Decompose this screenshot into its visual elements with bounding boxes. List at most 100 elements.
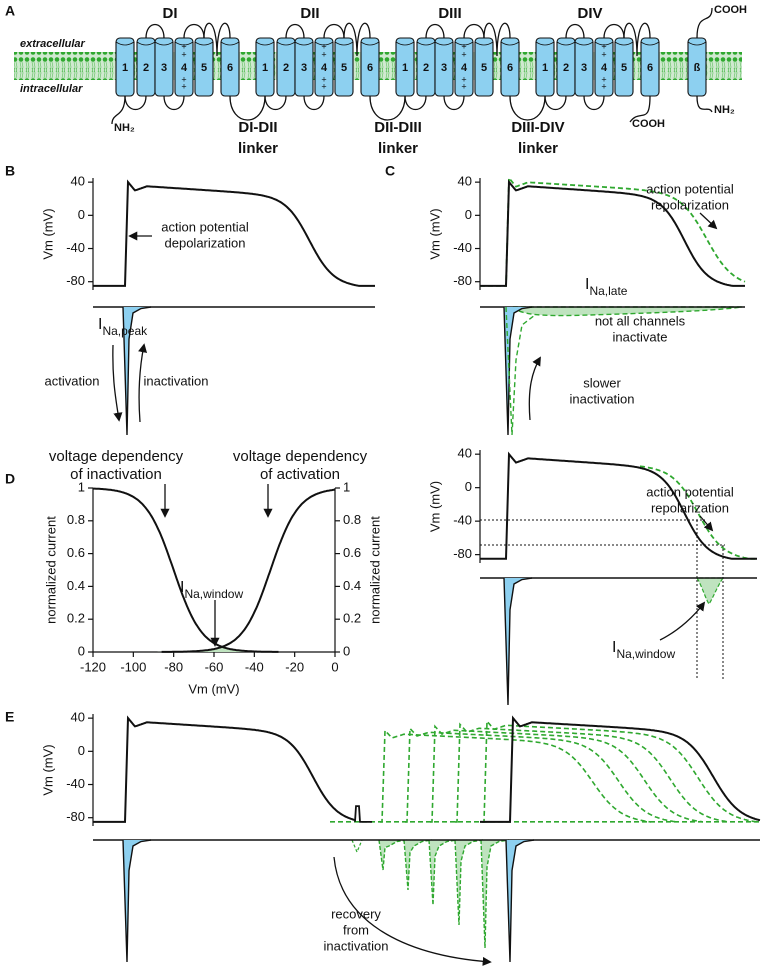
linker-label: linker bbox=[378, 140, 418, 157]
beta-c-terminus: COOH bbox=[714, 4, 747, 16]
c-terminus-chain bbox=[629, 95, 651, 123]
y-tick-label: 1 bbox=[78, 479, 85, 494]
annotation: not all channels bbox=[595, 313, 686, 328]
segment-label: 6 bbox=[647, 62, 653, 74]
loop bbox=[323, 23, 345, 39]
linker bbox=[369, 95, 406, 121]
action-potential bbox=[93, 715, 356, 823]
y-tick-label: 0 bbox=[465, 207, 472, 222]
annotation: repolarization bbox=[651, 197, 729, 212]
helix-top bbox=[594, 41, 614, 46]
y-axis-label: normalized current bbox=[43, 516, 58, 624]
beta-c-chain bbox=[696, 7, 713, 39]
x-tick-label: 0 bbox=[331, 659, 338, 674]
annotation: of inactivation bbox=[70, 466, 162, 483]
window-label-main: I bbox=[612, 639, 616, 656]
helix-top bbox=[640, 41, 660, 46]
y-tick-label: 0.8 bbox=[67, 512, 85, 527]
helix-top bbox=[395, 41, 415, 46]
loop bbox=[264, 95, 287, 111]
y-tick-label: 0 bbox=[78, 207, 85, 222]
y-tick-label: -80 bbox=[453, 273, 472, 288]
helix-top bbox=[174, 41, 194, 46]
helix-top bbox=[614, 41, 634, 46]
peak-current bbox=[122, 306, 152, 436]
window-current bbox=[695, 577, 725, 606]
helix-top bbox=[535, 41, 555, 46]
segment-label: 6 bbox=[367, 62, 373, 74]
segment-label: 3 bbox=[581, 62, 587, 74]
linker-label: DI-DII bbox=[238, 119, 277, 136]
panel-label: B bbox=[5, 163, 15, 179]
linker-label: linker bbox=[518, 140, 558, 157]
y2-tick-label: 1 bbox=[343, 479, 350, 494]
segment-label: 3 bbox=[441, 62, 447, 74]
charge: + bbox=[321, 81, 326, 91]
loop bbox=[145, 23, 165, 39]
domain-label: DIV bbox=[577, 5, 602, 22]
y-axis-label: Vm (mV) bbox=[40, 744, 55, 795]
y-tick-label: -80 bbox=[66, 809, 85, 824]
loop bbox=[303, 95, 325, 111]
x-tick-label: -120 bbox=[80, 659, 106, 674]
linker bbox=[509, 95, 546, 121]
annotation: of activation bbox=[260, 466, 340, 483]
window-label-sub: Na,window bbox=[616, 647, 675, 661]
annotation: voltage dependency bbox=[49, 448, 184, 465]
segment-label: 5 bbox=[621, 62, 627, 74]
early-action-potential bbox=[430, 724, 704, 823]
y2-tick-label: 0 bbox=[343, 643, 350, 658]
slow-current bbox=[505, 306, 536, 436]
y2-tick-label: 0.8 bbox=[343, 512, 361, 527]
domain-label: DIII bbox=[438, 5, 461, 22]
y2-tick-label: 0.4 bbox=[343, 578, 361, 593]
annotation: action potential bbox=[646, 181, 734, 196]
annotation-arrow bbox=[112, 344, 123, 422]
helix bbox=[220, 37, 240, 97]
loop bbox=[285, 23, 305, 39]
annotation: inactivation bbox=[569, 391, 634, 406]
annotation: from bbox=[343, 922, 369, 937]
charge: + bbox=[601, 41, 606, 51]
y-tick-label: 0.4 bbox=[67, 578, 85, 593]
x-tick-label: -20 bbox=[285, 659, 304, 674]
peak-current bbox=[503, 577, 533, 706]
helix-top bbox=[474, 41, 494, 46]
loop bbox=[583, 95, 605, 111]
helix bbox=[640, 37, 660, 97]
x-tick-label: -40 bbox=[245, 659, 264, 674]
annotation: repolarization bbox=[651, 500, 729, 515]
loop bbox=[443, 95, 465, 111]
recovering-current bbox=[403, 839, 433, 891]
panel-label: D bbox=[5, 471, 15, 487]
x-tick-label: -100 bbox=[120, 659, 146, 674]
current-label-main: I bbox=[98, 316, 102, 333]
charge: + bbox=[321, 74, 326, 84]
loop bbox=[203, 22, 231, 57]
early-action-potential bbox=[380, 728, 652, 823]
segment-label: 5 bbox=[341, 62, 347, 74]
after-depolarization bbox=[354, 805, 372, 823]
loop bbox=[183, 23, 205, 39]
helix-top bbox=[276, 41, 296, 46]
segment-label: 1 bbox=[262, 62, 268, 74]
segment-label: 4 bbox=[461, 62, 468, 74]
helix bbox=[574, 37, 594, 97]
helix bbox=[294, 37, 314, 97]
segment-label: 2 bbox=[423, 62, 429, 74]
action-potential-late bbox=[480, 175, 746, 287]
helix-top bbox=[255, 41, 275, 46]
annotation-arrow bbox=[333, 856, 492, 966]
charge: + bbox=[321, 41, 326, 51]
action-potential bbox=[93, 179, 375, 287]
helix bbox=[334, 37, 354, 97]
helix-top bbox=[434, 41, 454, 46]
extracellular-label: extracellular bbox=[20, 38, 86, 50]
loop bbox=[343, 22, 371, 57]
charge: + bbox=[461, 41, 466, 51]
y-tick-label: -40 bbox=[66, 240, 85, 255]
helix bbox=[535, 37, 555, 97]
annotation-arrow bbox=[528, 356, 541, 421]
current-label: INa,late bbox=[585, 276, 628, 298]
loop bbox=[124, 95, 147, 111]
